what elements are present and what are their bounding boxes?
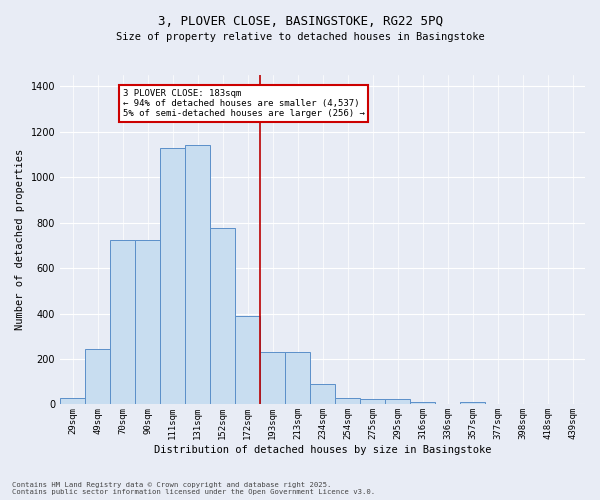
- Bar: [110, 240, 135, 404]
- Bar: [60, 398, 85, 404]
- Bar: [410, 402, 435, 404]
- Bar: [210, 228, 235, 404]
- Bar: [160, 148, 185, 404]
- Text: Contains HM Land Registry data © Crown copyright and database right 2025.
Contai: Contains HM Land Registry data © Crown c…: [12, 482, 375, 495]
- Text: 3, PLOVER CLOSE, BASINGSTOKE, RG22 5PQ: 3, PLOVER CLOSE, BASINGSTOKE, RG22 5PQ: [157, 15, 443, 28]
- Bar: [360, 400, 385, 404]
- Bar: [185, 146, 210, 404]
- Bar: [285, 352, 310, 405]
- Y-axis label: Number of detached properties: Number of detached properties: [15, 149, 25, 330]
- Bar: [460, 402, 485, 404]
- Text: Size of property relative to detached houses in Basingstoke: Size of property relative to detached ho…: [116, 32, 484, 42]
- Bar: [310, 384, 335, 404]
- Bar: [85, 349, 110, 405]
- Bar: [260, 352, 285, 405]
- X-axis label: Distribution of detached houses by size in Basingstoke: Distribution of detached houses by size …: [154, 445, 491, 455]
- Bar: [385, 400, 410, 404]
- Bar: [135, 240, 160, 404]
- Bar: [335, 398, 360, 404]
- Bar: [235, 316, 260, 404]
- Text: 3 PLOVER CLOSE: 183sqm
← 94% of detached houses are smaller (4,537)
5% of semi-d: 3 PLOVER CLOSE: 183sqm ← 94% of detached…: [122, 88, 364, 118]
